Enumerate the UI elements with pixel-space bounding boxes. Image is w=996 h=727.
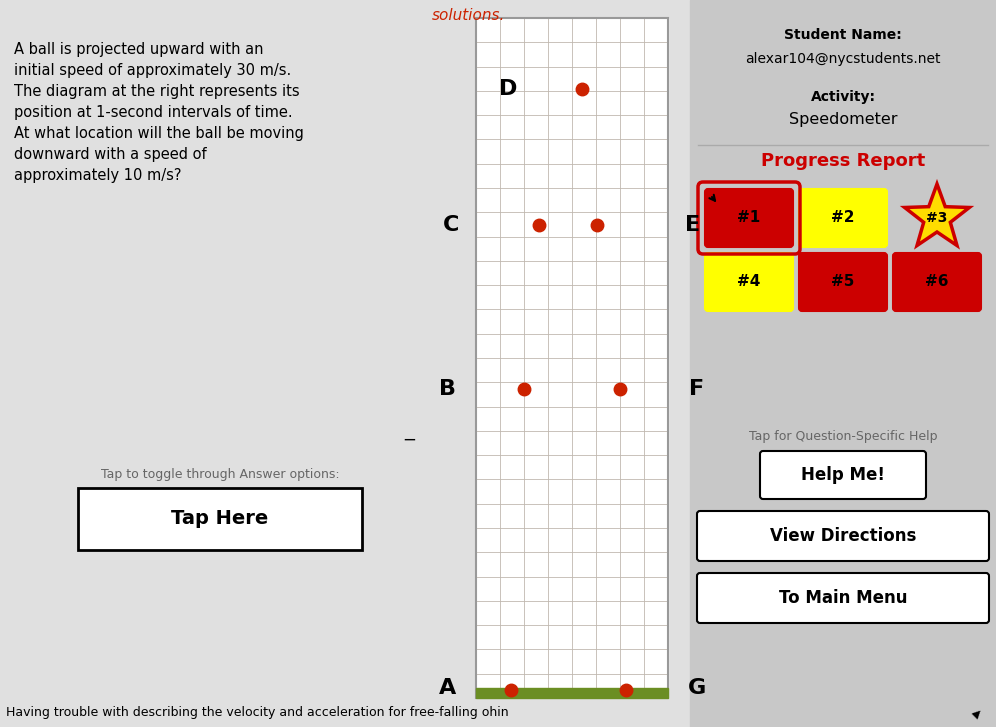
FancyBboxPatch shape — [78, 488, 362, 550]
Text: A: A — [438, 678, 456, 699]
Text: Tap to toggle through Answer options:: Tap to toggle through Answer options: — [101, 468, 340, 481]
FancyBboxPatch shape — [799, 189, 887, 247]
Text: #6: #6 — [925, 275, 949, 289]
Text: Tap for Question-Specific Help: Tap for Question-Specific Help — [749, 430, 937, 443]
Text: Help Me!: Help Me! — [801, 466, 885, 484]
Bar — [476, 18, 668, 698]
Text: #4: #4 — [737, 275, 761, 289]
Text: View Directions: View Directions — [770, 527, 916, 545]
Text: alexar104@nycstudents.net: alexar104@nycstudents.net — [745, 52, 941, 66]
Text: B: B — [438, 379, 456, 398]
FancyBboxPatch shape — [697, 573, 989, 623]
FancyBboxPatch shape — [705, 189, 793, 247]
Polygon shape — [904, 184, 969, 246]
Text: #3: #3 — [926, 211, 947, 225]
Text: Tap Here: Tap Here — [171, 510, 269, 529]
FancyBboxPatch shape — [697, 511, 989, 561]
Text: D: D — [499, 79, 518, 100]
Text: Speedometer: Speedometer — [789, 112, 897, 127]
Text: G: G — [687, 678, 706, 699]
Text: Progress Report: Progress Report — [761, 152, 925, 170]
Text: Student Name:: Student Name: — [784, 28, 901, 42]
Text: Activity:: Activity: — [811, 90, 875, 104]
Text: A ball is projected upward with an
initial speed of approximately 30 m/s.
The di: A ball is projected upward with an initi… — [14, 42, 304, 183]
FancyBboxPatch shape — [705, 253, 793, 311]
Text: #2: #2 — [832, 211, 855, 225]
Text: −: − — [401, 430, 415, 449]
FancyBboxPatch shape — [799, 253, 887, 311]
Text: solutions.: solutions. — [431, 8, 505, 23]
FancyBboxPatch shape — [893, 253, 981, 311]
Bar — [476, 688, 668, 698]
Text: #1: #1 — [737, 211, 761, 225]
Text: ▲: ▲ — [971, 706, 984, 719]
Text: To Main Menu: To Main Menu — [779, 589, 907, 607]
Bar — [690, 0, 996, 727]
Text: Having trouble with describing the velocity and acceleration for free-falling oh: Having trouble with describing the veloc… — [6, 706, 509, 719]
Bar — [476, 18, 668, 698]
FancyBboxPatch shape — [760, 451, 926, 499]
Text: F: F — [689, 379, 704, 398]
Text: C: C — [443, 215, 459, 236]
Text: E: E — [685, 215, 700, 236]
Text: #5: #5 — [832, 275, 855, 289]
